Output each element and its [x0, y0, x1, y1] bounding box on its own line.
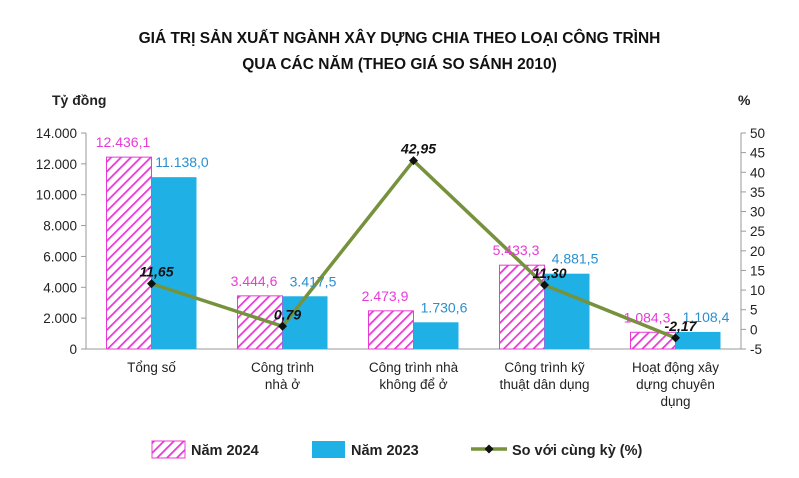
- legend-swatch-2023: [312, 441, 345, 458]
- category-label: Tổng số: [127, 360, 176, 375]
- data-label-2023: 1.108,4: [683, 309, 730, 325]
- left-tick-label: 10.000: [36, 188, 77, 203]
- left-tick-label: 12.000: [36, 157, 77, 172]
- right-tick-label: 5: [750, 303, 758, 318]
- data-label-yoy: 11,30: [533, 265, 567, 281]
- data-label-yoy: -2,17: [665, 318, 698, 334]
- right-tick-label: 50: [750, 126, 765, 141]
- category-label-line: Công trình: [251, 360, 314, 375]
- left-tick-label: 0: [69, 342, 77, 357]
- data-label-2023: 4.881,5: [552, 251, 599, 267]
- data-label-2023: 11.138,0: [155, 154, 209, 170]
- category-label-line: Công trình kỹ: [504, 360, 585, 375]
- left-tick-label: 4.000: [43, 280, 77, 295]
- bar-2023: [413, 322, 459, 349]
- left-tick-label: 2.000: [43, 311, 77, 326]
- right-tick-label: 35: [750, 185, 765, 200]
- bar-2023: [544, 273, 590, 349]
- right-tick-label: 25: [750, 224, 765, 239]
- right-tick-label: 0: [750, 322, 758, 337]
- legend-swatch-2024: [151, 440, 186, 459]
- left-axis-title: Tỷ đồng: [52, 92, 106, 108]
- data-label-2024: 12.436,1: [96, 134, 151, 150]
- legend-label-2023: Năm 2023: [351, 443, 419, 459]
- category-label: Công trình nhà không để ở: [369, 360, 459, 392]
- data-label-2024: 1.084,3: [624, 309, 671, 325]
- legend-marker-yoy: [484, 444, 494, 454]
- bar-2024: [368, 310, 414, 350]
- bar-2024: [106, 156, 152, 350]
- left-tick-label: 6.000: [43, 249, 77, 264]
- data-label-yoy: 11,65: [140, 264, 174, 280]
- line-point-marker: [147, 279, 156, 289]
- right-tick-label: 45: [750, 146, 765, 161]
- left-tick-label: 14.000: [36, 126, 77, 141]
- right-tick-label: 40: [750, 165, 765, 180]
- left-tick-label: 8.000: [43, 219, 77, 234]
- chart-title-line-2: QUA CÁC NĂM (THEO GIÁ SO SÁNH 2010): [242, 56, 557, 73]
- right-tick-label: -5: [750, 342, 762, 357]
- line-point-marker: [540, 280, 549, 290]
- data-label-2024: 5.433,3: [493, 242, 540, 258]
- line-point-marker: [671, 333, 680, 343]
- right-tick-label: 15: [750, 263, 765, 278]
- category-label-line: Hoạt động xây: [632, 360, 719, 375]
- data-label-2024: 2.473,9: [362, 288, 409, 304]
- chart-title-line-1: GIÁ TRỊ SẢN XUẤT NGÀNH XÂY DỰNG CHIA THE…: [138, 30, 661, 47]
- right-axis-title: %: [738, 92, 751, 108]
- right-tick-label: 30: [750, 205, 765, 220]
- data-label-yoy: 42,95: [400, 141, 436, 157]
- line-point-marker: [409, 156, 418, 166]
- data-label-2024: 3.444,6: [231, 273, 278, 289]
- right-tick-label: 20: [750, 244, 765, 259]
- category-label-line: thuật dân dụng: [499, 377, 589, 392]
- category-label-line: dựng chuyên: [636, 377, 715, 392]
- data-label-yoy: 0,79: [274, 306, 301, 322]
- data-label-2023: 1.730,6: [421, 299, 468, 315]
- bar-2023: [282, 296, 328, 349]
- right-tick-label: 10: [750, 283, 765, 298]
- legend-label-yoy: So với cùng kỳ (%): [512, 443, 643, 459]
- bar-2023: [675, 331, 721, 349]
- category-label: Công trình kỹ thuật dân dụng: [499, 360, 589, 392]
- category-label: Công trình nhà ở: [251, 360, 314, 392]
- bar-2023: [151, 177, 197, 349]
- category-label-line: Công trình nhà: [369, 360, 459, 375]
- category-label-line: Tổng số: [127, 360, 176, 375]
- category-label-line: dụng: [660, 394, 690, 409]
- legend-label-2024: Năm 2024: [191, 443, 259, 459]
- category-label-line: nhà ở: [265, 377, 300, 392]
- line-point-marker: [278, 321, 287, 331]
- data-label-2023: 3.417,5: [290, 273, 337, 289]
- category-label: Hoạt động xây dựng chuyên dụng: [632, 360, 719, 409]
- category-label-line: không để ở: [379, 377, 447, 392]
